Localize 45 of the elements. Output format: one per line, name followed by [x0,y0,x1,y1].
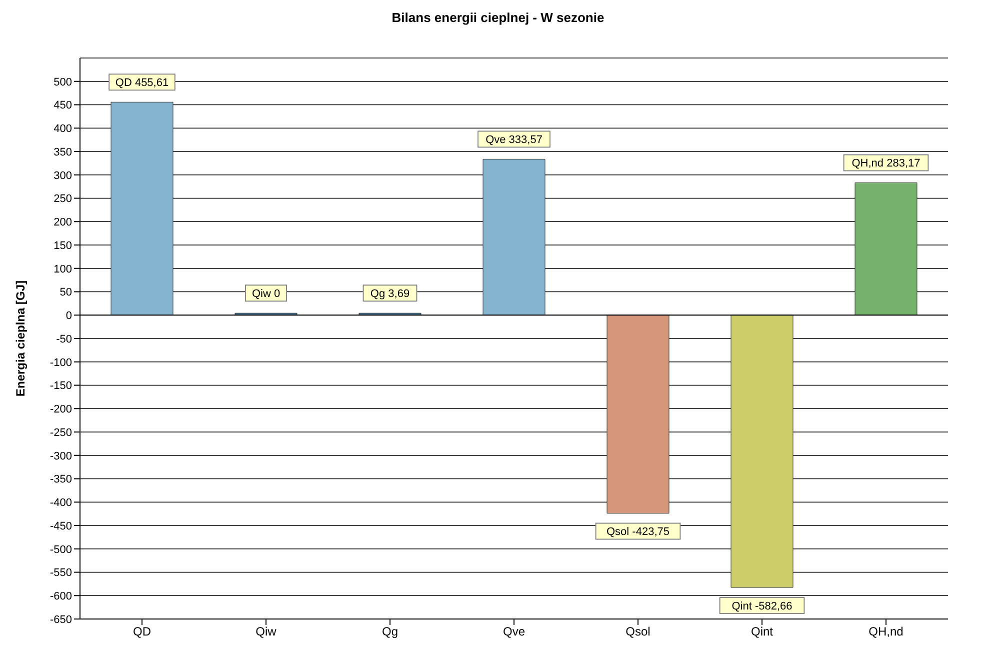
bar [854,182,918,316]
y-tick-label: -150 [50,380,72,392]
data-label: QH,nd 283,17 [852,158,920,170]
x-tick-label: Qg [382,624,398,639]
data-label: QD 455,61 [115,77,169,90]
y-tick-label: -250 [50,426,72,439]
y-tick-label: 100 [54,263,72,276]
data-label: Qve 333,57 [486,134,542,146]
y-tick-label: -450 [50,520,72,532]
y-tick-label: -500 [50,544,72,556]
y-tick-label: 450 [54,100,72,112]
bar [110,102,174,316]
data-label: Qiw 0 [252,288,280,300]
x-tick-label: QD [133,624,152,639]
y-tick-label: -350 [50,474,72,486]
y-tick-label: -550 [50,567,72,580]
x-tick-label: Qsol [626,624,650,639]
x-tick-label: Qiw [256,624,277,639]
y-tick-label: 0 [66,310,72,322]
y-tick-label: 50 [60,286,72,299]
y-tick-label: 400 [54,123,72,136]
y-axis-title: Energia cieplna [GJ] [13,280,28,397]
y-tick-label: -200 [50,404,72,416]
y-tick-label: 300 [54,170,72,182]
chart-title: Bilans energii cieplnej - W sezonie [390,9,606,27]
data-label: Qg 3,69 [370,288,410,300]
x-tick-label: QH,nd [868,624,904,639]
y-tick-label: -50 [56,333,72,346]
x-tick-label: Qint [750,624,774,639]
y-tick-label: 150 [54,240,72,252]
y-tick-label: 500 [54,76,72,88]
x-tick-label: Qve [502,624,526,639]
y-tick-label: 250 [54,193,72,206]
y-tick-label: 350 [54,146,72,158]
y-tick-label: 200 [54,216,72,229]
data-label: Qint -582,66 [732,600,792,613]
bar [482,158,546,316]
bar [606,314,670,514]
y-tick-label: -100 [50,356,72,369]
bar [730,314,794,588]
data-label: Qsol -423,75 [606,526,670,538]
y-tick-label: -650 [50,614,72,626]
y-tick-label: -400 [50,497,72,510]
y-tick-label: -600 [50,590,72,603]
y-tick-label: -300 [50,450,72,462]
